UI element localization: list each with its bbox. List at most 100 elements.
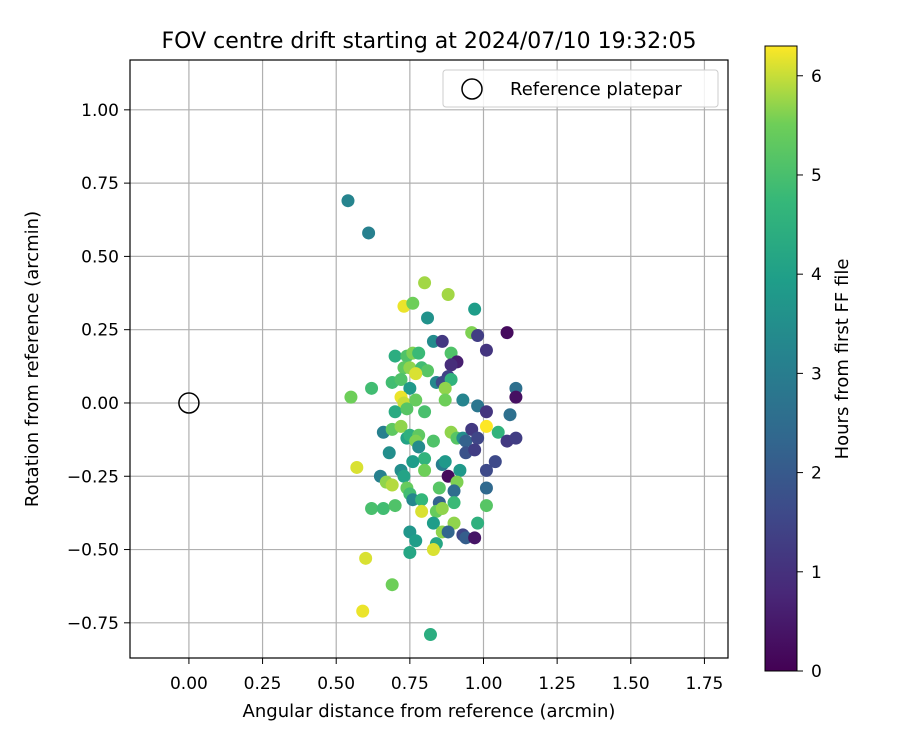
scatter-point	[412, 346, 426, 360]
x-tick-label: 1.75	[686, 674, 724, 694]
scatter-point	[426, 516, 440, 530]
x-tick-label: 1.50	[612, 674, 650, 694]
scatter-point	[376, 502, 390, 515]
x-tick-label: 0.50	[317, 674, 355, 694]
scatter-point	[509, 390, 523, 404]
scatter-point	[479, 499, 493, 513]
scatter-point	[418, 405, 432, 419]
colorbar-gradient	[764, 45, 798, 672]
scatter-point	[459, 434, 473, 448]
grid-lines	[130, 60, 728, 658]
scatter-point	[406, 296, 420, 310]
scatter-point	[409, 393, 423, 407]
colorbar: 0 1 2 3 4 5 6 Hours from first FF file	[764, 45, 853, 682]
scatter-point	[491, 425, 505, 439]
colorbar-tick-label: 5	[811, 166, 822, 186]
scatter-point	[415, 493, 429, 507]
colorbar-ticks: 0 1 2 3 4 5 6	[797, 67, 822, 682]
scatter-point	[344, 390, 358, 404]
scatter-point	[418, 276, 432, 290]
scatter-point	[426, 543, 440, 557]
scatter-point	[409, 534, 423, 548]
legend-label: Reference platepar	[510, 79, 682, 100]
scatter-point	[468, 531, 482, 545]
scatter-point	[438, 455, 452, 469]
chart-title: FOV centre drift starting at 2024/07/10 …	[162, 29, 697, 54]
scatter-point	[403, 545, 417, 559]
scatter-point	[447, 496, 461, 510]
scatter-point	[400, 402, 414, 416]
scatter-point	[388, 349, 402, 363]
scatter-point	[409, 367, 423, 381]
scatter-point	[444, 358, 458, 372]
scatter-point	[421, 364, 435, 378]
x-axis-label: Angular distance from reference (arcmin)	[243, 701, 616, 722]
scatter-point	[509, 431, 523, 445]
scatter-point	[438, 393, 452, 407]
scatter-point	[403, 381, 417, 395]
scatter-point	[362, 226, 376, 240]
legend-box	[442, 69, 719, 108]
scatter-point	[479, 481, 493, 495]
colorbar-tick-label: 3	[811, 364, 822, 384]
x-tick-label: 0.25	[244, 674, 282, 694]
colorbar-tick-label: 2	[811, 464, 822, 484]
x-axis-ticks: 0.00 0.25 0.50 0.75 1.00 1.25 1.50 1.75	[170, 658, 723, 694]
scatter-point	[435, 502, 449, 515]
colorbar-tick-label: 1	[811, 563, 822, 583]
y-tick-label: 0.75	[81, 174, 119, 194]
y-axis-label: Rotation from reference (arcmin)	[22, 211, 43, 507]
y-tick-label: −0.75	[67, 614, 119, 634]
scatter-point	[426, 434, 440, 448]
scatter-point	[441, 525, 455, 539]
scatter-point	[394, 373, 408, 387]
scatter-point	[406, 455, 420, 469]
scatter-point	[359, 551, 373, 565]
colorbar-label: Hours from first FF file	[832, 259, 853, 460]
scatter-point	[479, 419, 493, 433]
colorbar-tick-label: 4	[811, 265, 822, 285]
scatter-point	[385, 578, 399, 592]
y-tick-label: −0.25	[67, 467, 119, 487]
x-tick-label: 0.00	[170, 674, 208, 694]
y-tick-label: 0.25	[81, 321, 119, 341]
scatter-point	[438, 381, 452, 395]
scatter-point	[453, 463, 467, 477]
scatter-point	[471, 431, 485, 445]
y-tick-label: −0.50	[67, 541, 119, 561]
scatter-point	[456, 393, 470, 407]
y-tick-label: 1.00	[81, 101, 119, 121]
scatter-point	[382, 446, 396, 460]
scatter-point	[435, 334, 449, 348]
colorbar-tick-label: 0	[811, 662, 822, 682]
y-tick-label: 0.00	[81, 394, 119, 414]
x-tick-label: 1.25	[538, 674, 576, 694]
scatter-point	[397, 469, 411, 483]
y-tick-label: 0.50	[81, 247, 119, 267]
x-tick-label: 1.00	[465, 674, 503, 694]
scatter-point	[418, 452, 432, 466]
scatter-point	[479, 343, 493, 357]
y-axis-ticks: −0.75 −0.50 −0.25 0.00 0.25 0.50 0.75 1.00	[67, 101, 130, 634]
scatter-point	[500, 326, 514, 340]
scatter-point	[418, 463, 432, 477]
scatter-point	[468, 302, 482, 316]
scatter-point	[365, 502, 379, 515]
scatter-point	[488, 455, 502, 469]
scatter-point	[356, 604, 370, 618]
scatter-point	[471, 329, 485, 343]
scatter-point	[385, 478, 399, 492]
scatter-point	[432, 481, 446, 495]
scatter-point	[468, 443, 482, 457]
x-tick-label: 0.75	[391, 674, 429, 694]
scatter-point	[388, 499, 402, 513]
reference-platepar-marker	[178, 392, 200, 414]
scatter-point	[415, 504, 429, 518]
data-points	[178, 194, 523, 642]
scatter-point	[503, 408, 517, 422]
scatter-point	[394, 419, 408, 433]
scatter-point	[471, 516, 485, 530]
legend: Reference platepar	[442, 69, 719, 108]
legend-reference-marker	[461, 78, 483, 100]
